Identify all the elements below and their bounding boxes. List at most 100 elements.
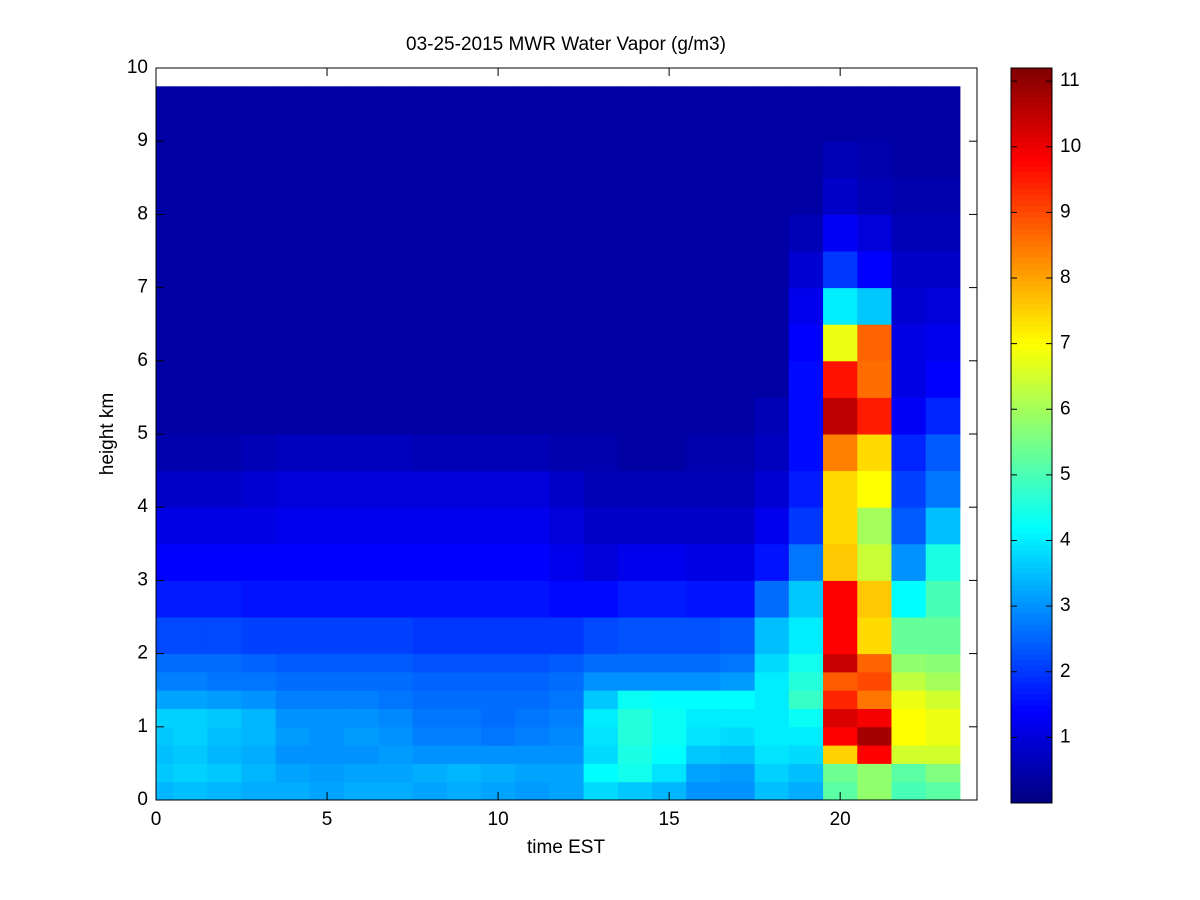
heat-cell [686, 745, 721, 764]
heat-cell [549, 580, 585, 618]
heat-cell [173, 653, 208, 673]
colorbar-swatch [1011, 642, 1052, 649]
heat-cell [309, 251, 345, 289]
colorbar-tick-label: 8 [1060, 267, 1071, 288]
heat-cell [617, 324, 653, 362]
heat-cell [720, 86, 756, 142]
heat-cell [241, 653, 277, 673]
heat-cell [344, 708, 379, 728]
heat-cell [275, 653, 311, 673]
heat-cell [788, 671, 824, 691]
heat-cell [446, 507, 482, 545]
heat-cell [378, 708, 414, 728]
heat-cell [412, 708, 448, 728]
colorbar-tick-label: 2 [1060, 661, 1071, 682]
heat-cell [412, 287, 448, 325]
colorbar-swatch [1011, 647, 1052, 655]
colorbar-frame [1010, 67, 1053, 804]
heat-cell [156, 434, 174, 472]
colorbar-swatch [1011, 481, 1052, 488]
heat-cell [754, 745, 790, 764]
colorbar-swatch [1011, 458, 1052, 465]
heat-cell [344, 397, 379, 435]
y-tick-label: 4 [137, 496, 148, 517]
heat-cell [617, 251, 653, 289]
heat-cell [720, 434, 756, 472]
heat-cell [173, 360, 208, 398]
colorbar-swatch [1011, 79, 1052, 86]
heat-cell [207, 141, 243, 179]
heat-cell [583, 781, 619, 801]
heat-cell [788, 653, 824, 673]
heat-cell [378, 781, 414, 801]
colorbar-swatch [1011, 682, 1052, 689]
heat-cell [446, 653, 482, 673]
heat-cell [925, 580, 961, 618]
colorbar-swatch [1011, 159, 1052, 167]
y-tick-label: 0 [137, 789, 148, 810]
heat-cell [207, 360, 243, 398]
heat-cell [788, 781, 824, 801]
heat-cell [446, 251, 482, 289]
heat-cell [720, 690, 756, 709]
heat-cell [173, 287, 208, 325]
colorbar-swatch [1011, 716, 1052, 724]
colorbar-swatch [1011, 125, 1052, 132]
heat-cell [275, 726, 311, 746]
heat-cell [823, 86, 858, 142]
heat-cell [173, 251, 208, 289]
heat-cell [857, 141, 892, 179]
heat-cell [156, 324, 174, 362]
heat-cell [549, 360, 585, 398]
heat-cell [925, 470, 961, 508]
colorbar-swatch [1011, 613, 1052, 620]
heat-cell [617, 141, 653, 179]
heat-cell [156, 397, 174, 435]
heat-cell [173, 177, 208, 215]
heat-cell [925, 141, 961, 179]
heat-cell [549, 543, 585, 581]
heat-cell [173, 141, 208, 179]
heat-cell [446, 543, 482, 581]
heat-cell [480, 653, 516, 673]
heat-cell [925, 543, 961, 581]
heat-cell [173, 543, 208, 581]
heat-cell [378, 745, 414, 764]
heat-cell [925, 763, 961, 783]
heat-cell [241, 177, 277, 215]
heat-cell [275, 690, 311, 709]
heat-cell [823, 360, 858, 398]
heat-cell [446, 690, 482, 709]
heat-cell [891, 617, 927, 655]
heat-cell [686, 324, 721, 362]
heat-cell [549, 251, 585, 289]
heat-cell [378, 141, 414, 179]
heat-cell [412, 141, 448, 179]
colorbar-swatch [1011, 372, 1052, 379]
heat-cell [275, 781, 311, 801]
heat-cell [788, 86, 824, 142]
heat-cell [617, 671, 653, 691]
heat-cell [344, 177, 379, 215]
heat-cell [480, 617, 516, 655]
heat-cell [583, 671, 619, 691]
heat-cell [583, 86, 619, 142]
heat-cell [823, 251, 858, 289]
heat-cell [207, 287, 243, 325]
heat-cell [207, 470, 243, 508]
heat-cell [686, 653, 721, 673]
colorbar-swatch [1011, 165, 1052, 172]
heat-cell [480, 251, 516, 289]
heat-cell [891, 543, 927, 581]
colorbar-swatch [1011, 705, 1052, 712]
colorbar-swatch [1011, 320, 1052, 327]
heat-cell [515, 251, 550, 289]
heat-cell [549, 324, 585, 362]
heat-cell [207, 745, 243, 764]
heat-cell [857, 617, 892, 655]
heat-cell [686, 397, 721, 435]
heat-cell [617, 434, 653, 472]
colorbar-swatch [1011, 188, 1052, 195]
heat-cell [480, 470, 516, 508]
heat-cell [652, 177, 687, 215]
